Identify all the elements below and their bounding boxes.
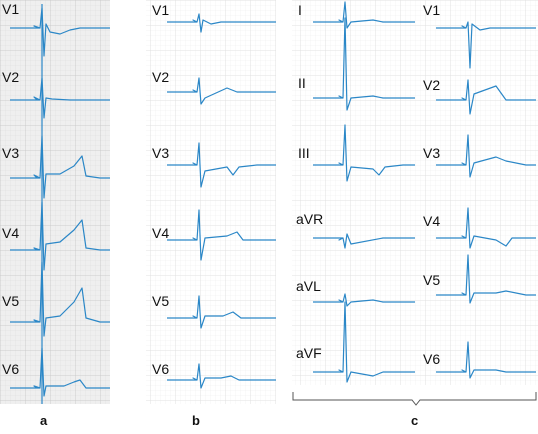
panel-a-lead-label: V3 <box>2 145 19 161</box>
panel-a-lead-label: V4 <box>2 225 19 241</box>
panel-b-lead-label: V3 <box>152 145 169 161</box>
panel-c-precordial-lead-label: V4 <box>423 213 440 229</box>
panel-c-precordial-traces <box>436 21 536 379</box>
panel-c-label: c <box>411 413 418 428</box>
ecg-trace-c-limb <box>313 17 415 111</box>
ecg-trace-b <box>167 142 276 188</box>
ecg-trace-a <box>10 135 110 199</box>
panel-b: V1 V2 V3 V4 V5 V6 b <box>146 0 276 428</box>
panel-c-bracket <box>292 392 537 406</box>
ecg-trace-c-limb <box>313 301 415 383</box>
panel-c-limb-lead-label: III <box>298 145 310 161</box>
panel-b-lead-label: V4 <box>152 225 169 241</box>
panel-b-lead-label: V1 <box>152 2 169 18</box>
panel-b-lead-label: V5 <box>152 293 169 309</box>
panel-a-lead-label: V2 <box>2 69 19 85</box>
ecg-trace-c-limb <box>313 293 415 307</box>
ecg-trace-c-precordial <box>436 134 536 178</box>
panel-a-lead-label: V5 <box>2 293 19 309</box>
panel-b-lead-label: V6 <box>152 361 169 377</box>
ecg-trace-c-precordial <box>436 207 536 249</box>
ecg-trace-a <box>10 261 110 337</box>
panel-a-traces <box>10 4 110 404</box>
panel-b-label: b <box>192 413 200 428</box>
panel-c-precordial-lead-label: V3 <box>423 145 440 161</box>
ecg-trace-c-precordial <box>436 254 536 304</box>
ecg-trace-b <box>167 77 276 105</box>
ecg-trace-c-limb <box>313 233 415 249</box>
ecg-trace-b <box>167 209 276 261</box>
ecg-trace-a <box>10 7 110 57</box>
panel-b-lead-label: V2 <box>152 69 169 85</box>
panel-c-limb-lead-label: aVF <box>296 345 322 361</box>
panel-b-traces <box>167 13 276 389</box>
panel-a-lead-label: V1 <box>2 1 19 17</box>
panel-c-limb-lead-label: I <box>298 2 302 18</box>
panel-a: V1 V2 V3 V4 V5 V6 a <box>0 0 110 428</box>
panel-c-limb-lead-label: aVL <box>296 278 321 294</box>
panel-c-precordial-lead-label: V1 <box>423 2 440 18</box>
panel-a-label: a <box>40 413 48 428</box>
ecg-trace-c-precordial <box>436 341 536 379</box>
panel-a-lead-label: V6 <box>2 361 19 377</box>
ecg-trace-a <box>10 201 110 271</box>
panel-c-limb-lead-label: aVR <box>296 211 323 227</box>
panel-c-precordial-lead-label: V5 <box>423 272 440 288</box>
ecg-trace-b <box>167 13 276 33</box>
ecg-trace-b <box>167 363 276 389</box>
ecg-trace-a <box>10 347 110 397</box>
ecg-trace-c-precordial <box>436 79 536 115</box>
panel-c-precordial-lead-label: V2 <box>423 77 440 93</box>
ecg-trace-b <box>167 295 276 329</box>
panel-c: I II III aVR aVL aVF V1 V2 V3 V4 V5 V6 c <box>292 0 538 428</box>
ecg-trace-c-limb <box>313 124 415 182</box>
ecg-trace-c-precordial <box>436 21 536 69</box>
panel-c-limb-lead-label: II <box>298 75 306 91</box>
panel-c-limb-traces <box>313 1 415 383</box>
panel-c-precordial-lead-label: V6 <box>423 351 440 367</box>
ecg-trace-c-limb <box>313 1 415 29</box>
